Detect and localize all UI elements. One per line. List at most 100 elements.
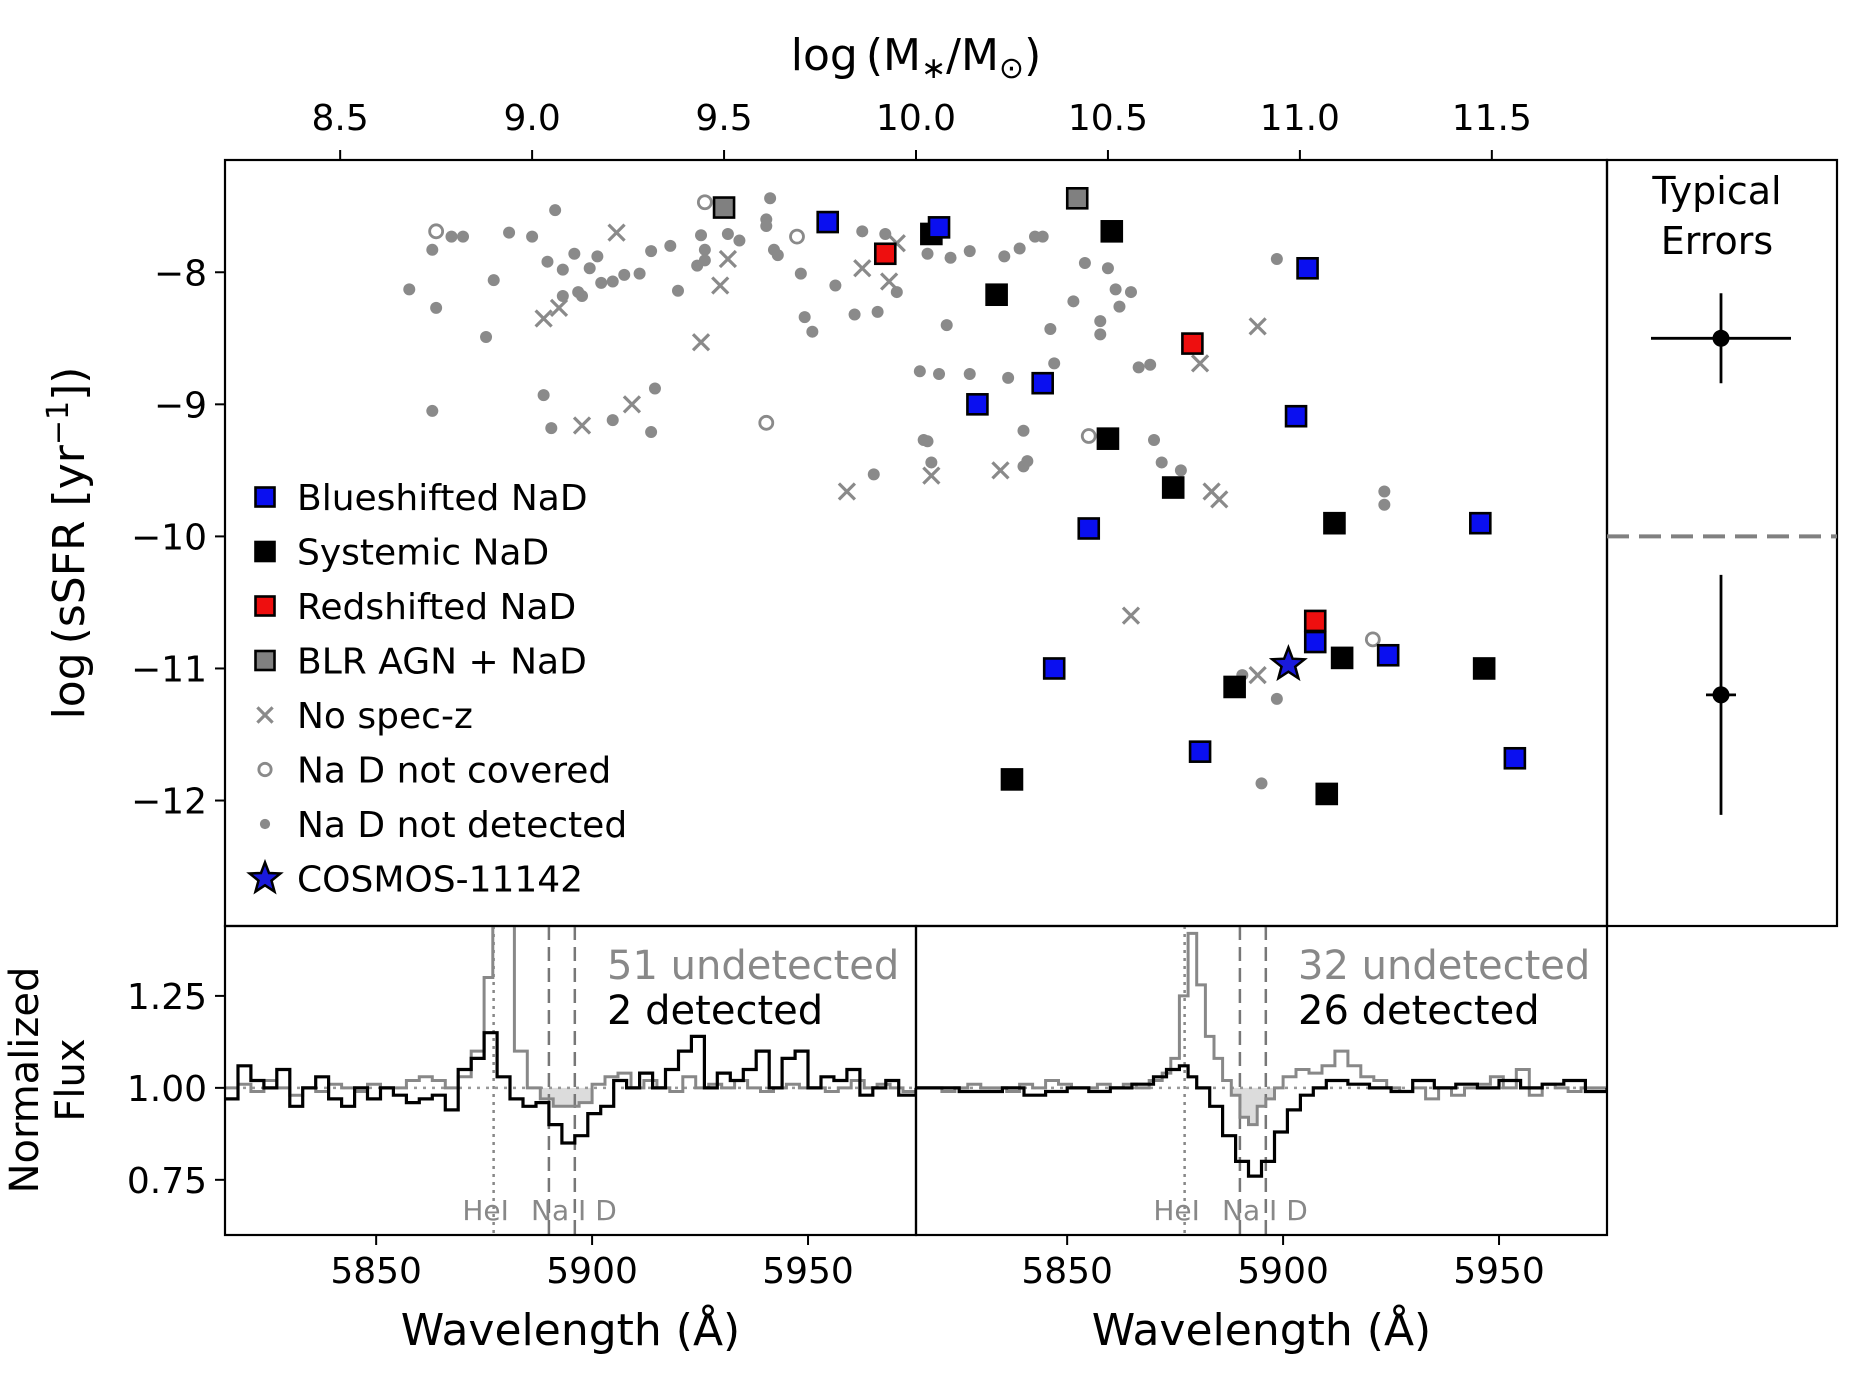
legend-label: No spec-z (297, 696, 473, 737)
point-dot (1048, 357, 1061, 370)
error-point (1712, 329, 1730, 347)
spectrum-x-tick-label: 5950 (1453, 1251, 1545, 1292)
point-dot (933, 367, 946, 380)
detected-count: 26 detected (1298, 988, 1540, 1034)
point-dot (526, 230, 539, 243)
x-label-part: (M (866, 30, 921, 81)
point-dot (867, 468, 880, 481)
point-dot (963, 245, 976, 258)
left-y-axis-label: log (sSFR [yr−1]) (41, 367, 95, 720)
left-y-tick-label: −9 (154, 385, 207, 426)
nad-label: Na I D (531, 1194, 617, 1227)
point-dot (1174, 464, 1187, 477)
top-x-tick-label: 9.0 (503, 98, 560, 139)
point-dot (1017, 424, 1030, 437)
point-dot (671, 284, 684, 297)
point-dot (1270, 253, 1283, 266)
point-x (853, 259, 872, 278)
point-dot (698, 243, 711, 256)
legend-marker-blue (254, 486, 276, 508)
legend: Blueshifted NaD Systemic NaD Redshifted Na… (246, 478, 627, 901)
point-dot (940, 319, 953, 332)
point-x (879, 272, 899, 291)
spectrum-x-axis-label: Wavelength (Å) (401, 1303, 740, 1356)
point-blue (927, 216, 951, 239)
point-dot (1013, 242, 1026, 255)
x-label-part: ) (1024, 30, 1041, 81)
x-label-part: log (791, 30, 858, 81)
point-x (718, 249, 738, 269)
point-x (991, 461, 1010, 480)
point-dot (1132, 361, 1145, 374)
point-dot (1378, 485, 1391, 498)
legend-label: COSMOS-11142 (297, 860, 583, 901)
left-y-tick-label: −11 (131, 649, 207, 690)
undetected-count: 32 undetected (1298, 943, 1590, 989)
point-dot (606, 414, 619, 427)
point-circle (696, 194, 713, 211)
legend-marker-x (256, 706, 274, 724)
errors-title-line: Errors (1661, 219, 1773, 263)
legend-label: Na D not detected (297, 805, 627, 846)
point-blue (1296, 256, 1319, 280)
spectrum-y-label-line: Normalized (2, 967, 48, 1194)
spectrum-y-tick-label: 1.25 (127, 977, 207, 1018)
point-dot (618, 268, 631, 281)
point-dot (595, 276, 608, 289)
point-dot (503, 226, 516, 239)
point-dot (556, 263, 569, 276)
point-dot (1067, 295, 1080, 308)
main-plot-marks (403, 187, 1527, 806)
legend-marker-dot (259, 818, 271, 830)
typical-errors-panel: Typical Errors (1605, 158, 1839, 928)
point-red (873, 242, 897, 266)
y-label-part: log (44, 652, 95, 719)
point-dot (541, 255, 554, 268)
point-dot (1113, 300, 1126, 313)
y-label-part: ]) (44, 367, 95, 401)
point-black (1161, 476, 1185, 499)
left-y-tick-label: −12 (131, 782, 207, 823)
point-dot (583, 262, 596, 275)
spectrum-x-tick-label: 5850 (330, 1251, 422, 1292)
point-x (549, 298, 569, 318)
point-dot (648, 382, 661, 395)
point-circle (789, 228, 805, 245)
point-black (1472, 657, 1496, 680)
top-x-tick-label: 10.5 (1068, 98, 1148, 139)
point-blue (1284, 404, 1308, 428)
legend-marker-red (254, 595, 276, 617)
point-blue (816, 210, 840, 234)
point-dot (1101, 262, 1114, 275)
nad-label: Na I D (1222, 1194, 1308, 1227)
point-blue (1077, 517, 1101, 540)
point-dot (925, 456, 938, 469)
point-dot (645, 426, 658, 439)
point-dot (798, 311, 811, 324)
point-black (1100, 220, 1124, 243)
spectrum-y-axis-label: NormalizedFlux (2, 967, 94, 1194)
point-dot (1021, 455, 1034, 468)
spectrum-frame (914, 924, 1609, 1237)
top-x-axis-label: log (M∗/M⊙) (791, 30, 1041, 86)
spectrum-right-panel: 5850 5900 5950 Wavelength (Å) 32 undetected2… (914, 924, 1609, 1356)
absorption-shading (1231, 1087, 1275, 1125)
point-dot (1036, 230, 1049, 243)
point-x (837, 482, 857, 501)
spectrum-plot-area (916, 926, 1607, 1235)
point-red (1303, 609, 1327, 633)
point-x (1210, 490, 1229, 509)
point-dot (606, 275, 619, 288)
point-dot (645, 245, 658, 258)
point-dot (944, 251, 957, 264)
point-dot (760, 220, 773, 233)
point-circle (758, 414, 775, 431)
point-dot (879, 227, 892, 240)
point-blue (1469, 511, 1492, 535)
spectrum-detected (225, 1031, 916, 1145)
spectrum-y-tick-label: 0.75 (127, 1161, 207, 1202)
spectrum-x-tick-label: 5950 (762, 1251, 854, 1292)
point-circle (428, 223, 445, 240)
point-dot (426, 404, 439, 417)
